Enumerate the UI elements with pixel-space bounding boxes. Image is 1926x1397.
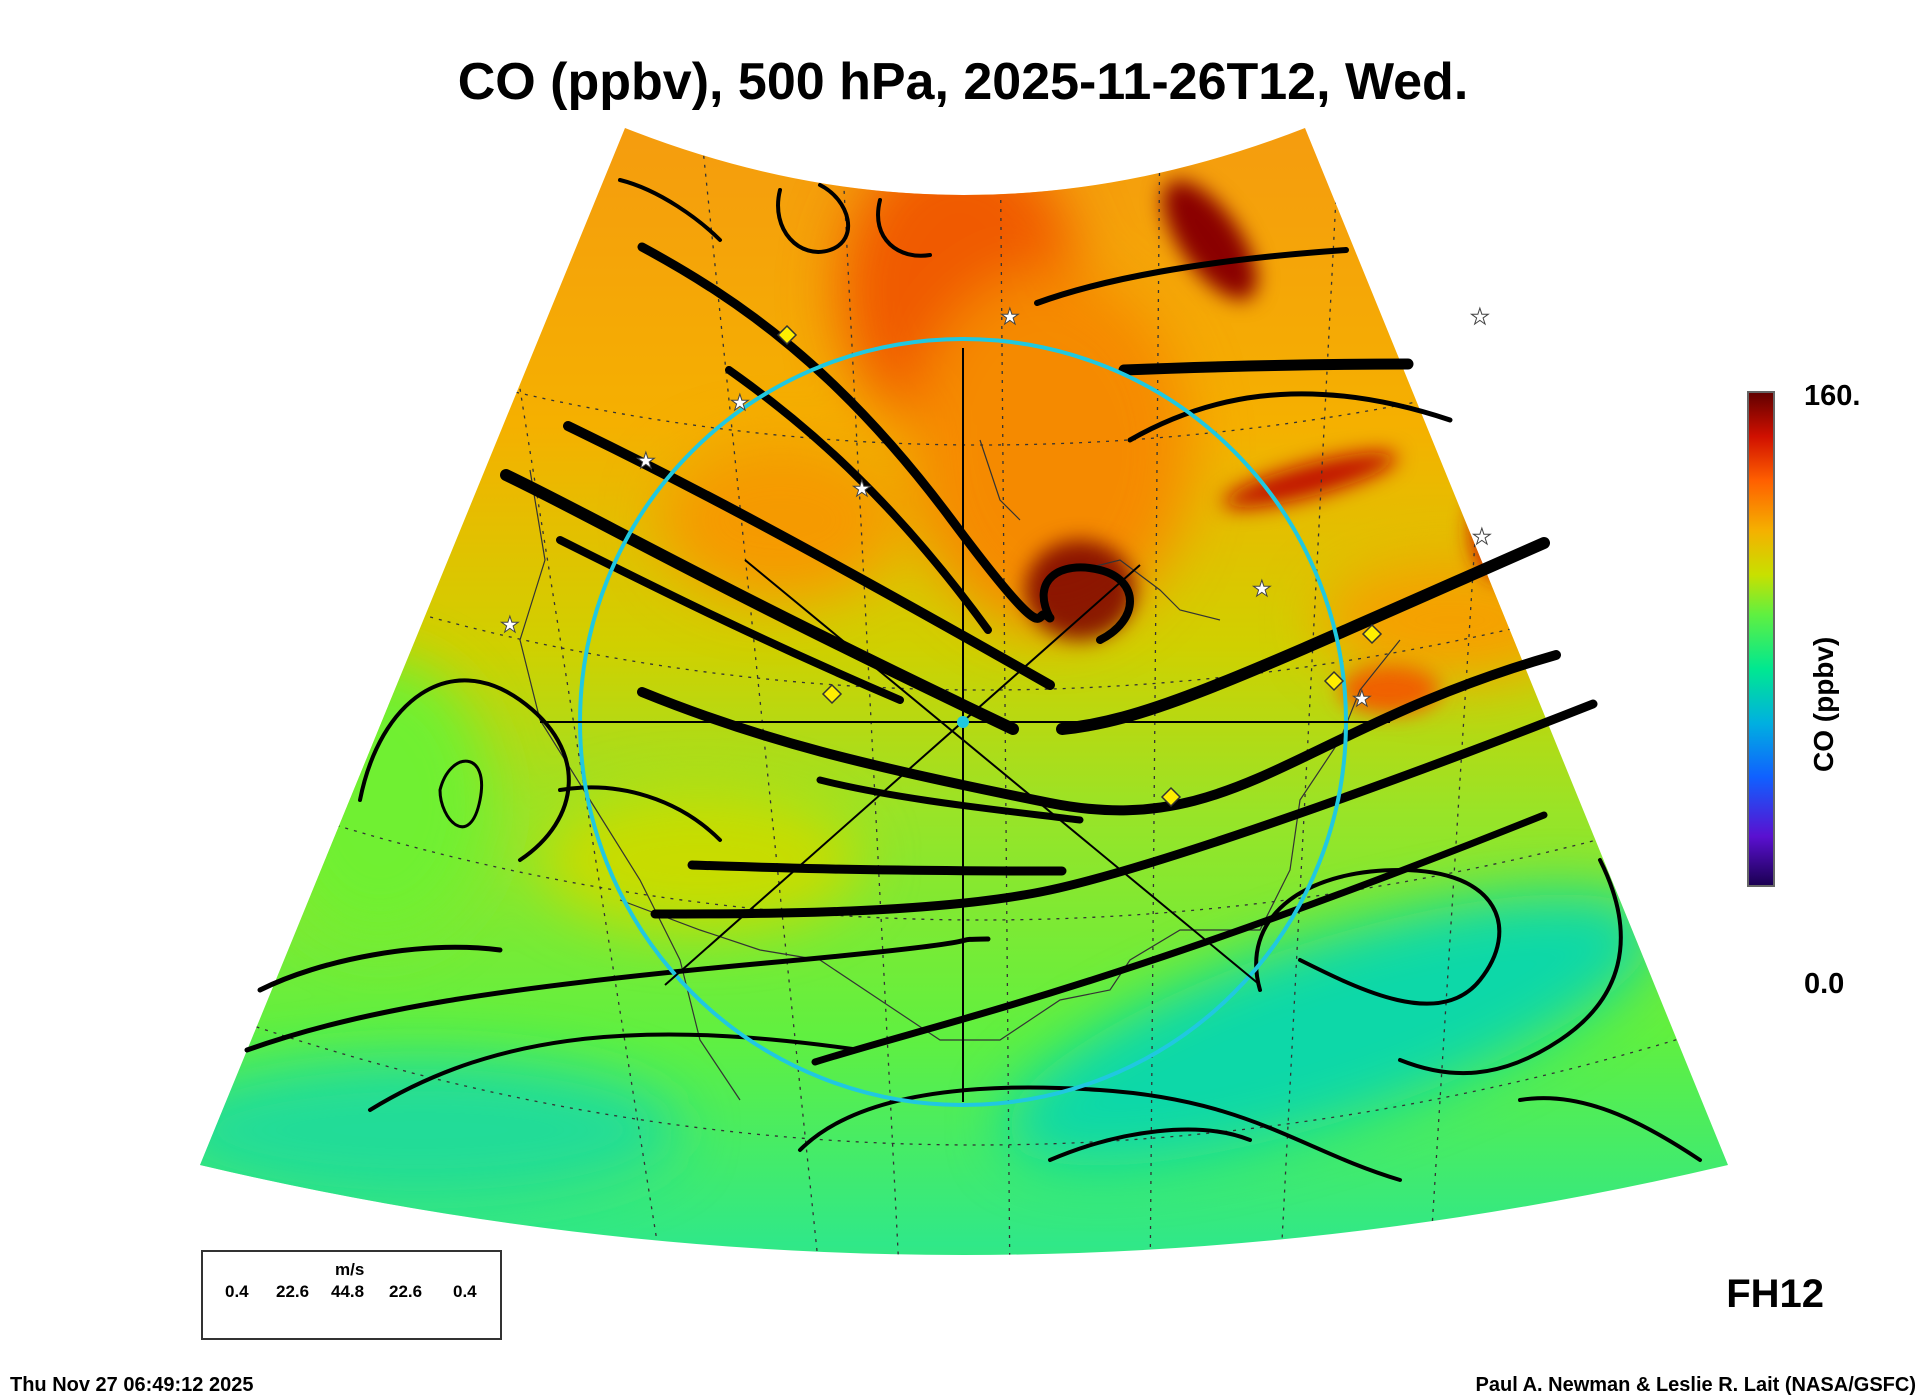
streamline bbox=[1034, 247, 1349, 306]
streamline bbox=[558, 785, 722, 842]
streamline bbox=[650, 699, 1598, 919]
legend-speed: 22.6 bbox=[276, 1282, 310, 1301]
star-icon: ★ bbox=[852, 476, 872, 501]
colorbar bbox=[1747, 391, 1775, 887]
streamline bbox=[1254, 867, 1502, 1006]
star-icon: ★ bbox=[500, 612, 520, 637]
diamond-icon bbox=[1160, 786, 1182, 808]
diamond-icon bbox=[1323, 670, 1345, 692]
streamline bbox=[556, 536, 904, 704]
streamline bbox=[1518, 1096, 1702, 1162]
star-icon: ★ bbox=[1470, 304, 1490, 329]
streamline bbox=[637, 242, 1055, 623]
legend-units: m/s bbox=[335, 1260, 365, 1279]
star-icon: ★ bbox=[1000, 304, 1020, 329]
legend-speed: 22.6 bbox=[389, 1282, 423, 1301]
streamline bbox=[687, 860, 1067, 876]
streamline bbox=[811, 811, 1548, 1066]
streamline bbox=[1127, 391, 1453, 443]
star-icon: ★ bbox=[1252, 576, 1272, 601]
forecast-hour: FH12 bbox=[1726, 1272, 1824, 1316]
colorbar-max-label: 160. bbox=[1804, 380, 1861, 412]
streamline bbox=[257, 944, 503, 993]
streamline bbox=[637, 650, 1561, 816]
wind-streamlines bbox=[244, 178, 1702, 1182]
streamline bbox=[1398, 858, 1623, 1076]
station-diamonds bbox=[776, 324, 1383, 808]
streamline bbox=[1039, 563, 1134, 644]
generation-timestamp: Thu Nov 27 06:49:12 2025 bbox=[10, 1374, 254, 1396]
streamline bbox=[244, 936, 991, 1053]
streamline bbox=[1118, 358, 1414, 376]
diamond-icon bbox=[776, 324, 798, 346]
legend-speed: 0.4 bbox=[225, 1282, 249, 1301]
map-title: CO (ppbv), 500 hPa, 2025-11-26T12, Wed. bbox=[457, 53, 1469, 111]
streamline bbox=[563, 421, 1055, 690]
streamline bbox=[725, 366, 992, 634]
credit: Paul A. Newman & Leslie R. Lait (NASA/GS… bbox=[1475, 1374, 1916, 1396]
center-marker bbox=[957, 716, 969, 728]
streamline bbox=[1048, 1127, 1252, 1162]
legend-speed: 0.4 bbox=[453, 1282, 477, 1301]
streamline bbox=[876, 198, 932, 258]
streamline bbox=[776, 183, 850, 254]
co-field bbox=[200, 128, 1728, 1255]
streamline bbox=[358, 678, 571, 862]
diamond-icon bbox=[1361, 623, 1383, 645]
station-stars: ★ ★ ★ ★ ★ ★ ★ ★ ★ bbox=[500, 304, 1493, 712]
star-icon: ★ bbox=[1472, 524, 1492, 549]
streamline bbox=[438, 759, 484, 829]
star-icon: ★ bbox=[636, 448, 656, 473]
colorbar-title: CO (ppbv) bbox=[1808, 636, 1839, 772]
legend-speed: 44.8 bbox=[331, 1282, 365, 1301]
star-icon: ★ bbox=[1352, 686, 1372, 711]
wind-speed-legend: m/s 0.4 22.6 44.8 22.6 0.4 bbox=[201, 1250, 502, 1340]
streamline bbox=[500, 469, 1019, 735]
streamline bbox=[618, 178, 722, 242]
streamline bbox=[816, 776, 1084, 824]
streamline bbox=[1056, 537, 1550, 735]
streamline bbox=[798, 1085, 1402, 1182]
diamond-icon bbox=[821, 683, 843, 705]
star-icon: ★ bbox=[730, 390, 750, 415]
streamline bbox=[368, 1032, 862, 1112]
colorbar-min-label: 0.0 bbox=[1804, 968, 1845, 1000]
